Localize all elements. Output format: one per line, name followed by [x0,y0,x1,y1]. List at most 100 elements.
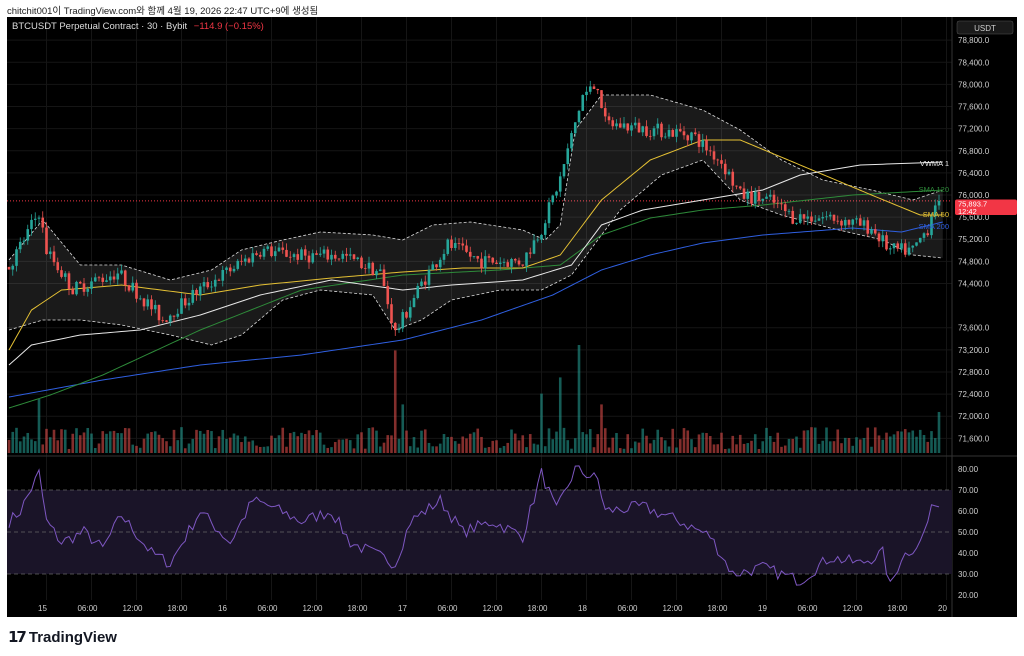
volume-bar [810,427,813,453]
candle-body [247,258,251,263]
candle-body [18,241,22,250]
volume-bar [341,439,345,453]
volume-bar [483,447,487,453]
time-tick: 18:00 [527,604,548,613]
candle-body [270,246,273,257]
volume-bar [776,432,780,453]
volume-bar [123,427,127,453]
candle-body [345,253,348,256]
volume-bar [176,440,180,453]
candle-body [750,191,753,204]
price-tick: 78,800.0 [958,36,990,45]
symbol-title[interactable]: BTCUSDT Perpetual Contract · 30 · Bybit [12,21,188,32]
candle-body [633,122,637,126]
volume-bar [127,428,131,453]
candle-body [93,277,97,282]
candle-body [468,251,472,257]
candle-body [918,237,922,243]
volume-bar [258,446,262,453]
candle-body [772,194,776,203]
candle-body [506,262,510,267]
volume-bar [933,438,937,453]
candle-body [836,220,840,222]
volume-bar [337,439,341,453]
volume-bar [637,442,641,453]
volume-bar [855,437,858,453]
candle-body [453,243,457,248]
currency-button[interactable] [956,20,1014,35]
candle-body [708,150,712,152]
candle-body [933,205,937,217]
volume-bar [510,429,513,453]
candle-body [791,210,795,224]
price-axis: 78,800.0 78,400.0 78,000.0 77,600.0 77,200.0… [958,36,990,443]
volume-bar [210,431,213,453]
volume-bar [97,443,101,453]
candle-body [135,282,138,299]
candle-body [720,160,723,164]
price-tick: 75,200.0 [958,235,990,244]
candle-body [577,110,581,123]
candle-body [97,277,101,279]
volume-bar [146,433,150,453]
candle-body [45,227,48,255]
candle-body [123,270,127,286]
tradingview-logo[interactable]: 𝟭𝟳 TradingView [8,628,117,647]
volume-bar [596,434,600,453]
bollinger-bands [8,94,943,346]
volume-bar [288,433,292,453]
volume-bar [453,441,457,453]
volume-bar [157,434,161,453]
price-tick: 77,600.0 [958,103,990,112]
time-tick: 16 [218,604,227,613]
candle-body [405,312,408,318]
time-tick: 06:00 [257,604,278,613]
volume-bar [577,345,581,453]
candle-body [273,251,277,257]
volume-bar [315,430,318,453]
candle-body [168,315,172,322]
volume-bar [851,445,855,453]
candle-body [285,249,288,257]
volume-bar [926,441,930,453]
candle-body [240,260,243,262]
candle-body [450,239,453,248]
volume-bar [476,428,480,453]
candle-body [855,218,858,220]
candle-body [153,304,157,310]
volume-bar [600,404,603,453]
candle-body [255,253,258,255]
candle-body [795,222,798,224]
price-tick: 78,000.0 [958,80,990,89]
candle-body [337,258,341,260]
price-tick: 73,600.0 [958,324,990,333]
candle-body [885,235,888,250]
volume-bar [735,444,738,453]
candle-body [371,262,375,276]
candle-body [701,139,705,147]
candle-body [416,286,420,299]
volume-bar [862,438,866,453]
candle-body [108,276,112,281]
price-tick: 71,600.0 [958,434,990,443]
candle-body [146,299,150,307]
tradingview-brand: TradingView [28,628,117,646]
volume-bar [675,447,678,453]
candle-body [847,219,851,225]
candle-body [543,223,547,235]
candle-body [408,307,412,318]
candle-body [513,258,517,261]
candle-body [318,253,322,255]
volume-bar [431,446,435,453]
candle-body [843,219,847,226]
candle-body [131,282,135,291]
candle-body [116,273,120,280]
rsi-tick: 80.00 [958,465,979,474]
volume-bar [363,448,367,453]
candle-body [810,216,813,222]
volume-bar [678,439,682,453]
last-price-tag [955,199,1017,215]
candle-body [600,90,603,109]
symbol-header: BTCUSDT Perpetual Contract · 30 · Bybit … [12,21,264,32]
